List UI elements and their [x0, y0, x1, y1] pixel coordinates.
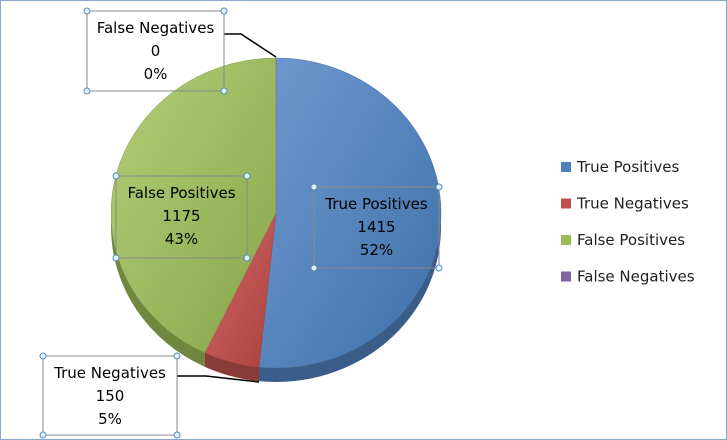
- resize-handle[interactable]: [220, 7, 228, 15]
- resize-handle[interactable]: [39, 352, 47, 360]
- pie-depth-false-positives: [110, 213, 205, 367]
- label-category-name: True Negatives: [53, 364, 166, 382]
- legend-label: False Negatives: [577, 268, 695, 286]
- pie-depth-true-negatives: [204, 352, 260, 382]
- leader-line-false-negatives: [224, 33, 277, 58]
- resize-handle[interactable]: [435, 264, 443, 272]
- label-value: 150: [96, 387, 125, 405]
- resize-handle[interactable]: [83, 7, 91, 15]
- legend-entry-false-positives[interactable]: False Positives: [561, 231, 685, 249]
- label-percent: 43%: [165, 230, 198, 248]
- legend-entry-true-negatives[interactable]: True Negatives: [561, 195, 689, 213]
- label-category-name: True Positives: [324, 195, 427, 213]
- label-selection-box: [115, 175, 248, 259]
- data-label-true-negatives[interactable]: True Negatives 150 5%: [39, 352, 181, 439]
- legend-entry-true-positives[interactable]: True Positives: [561, 158, 679, 176]
- legend-label: True Positives: [576, 158, 679, 176]
- resize-handle[interactable]: [112, 172, 120, 180]
- legend-swatch: [561, 198, 571, 209]
- leader-lines: [177, 33, 277, 383]
- legend-swatch: [561, 271, 571, 282]
- label-value: 1175: [162, 207, 200, 225]
- resize-handle[interactable]: [220, 87, 228, 95]
- label-selection-box: [86, 10, 225, 92]
- resize-handle[interactable]: [39, 431, 47, 439]
- data-labels: True Positives 1415 52% True Negatives 150 5%…: [39, 7, 443, 439]
- label-category-name: False Negatives: [97, 19, 215, 37]
- label-value: 0: [151, 42, 161, 60]
- resize-handle[interactable]: [173, 352, 181, 360]
- label-percent: 0%: [144, 65, 168, 83]
- label-percent: 52%: [360, 241, 393, 259]
- legend-label: False Positives: [577, 231, 685, 249]
- resize-handle[interactable]: [310, 264, 318, 272]
- pie-depth: [110, 213, 441, 382]
- resize-handle[interactable]: [173, 431, 181, 439]
- legend[interactable]: True Positives True Negatives False Positi…: [561, 158, 695, 286]
- pie-slice-true-positives[interactable]: [258, 57, 442, 369]
- label-percent: 5%: [98, 410, 122, 428]
- pie-slices: [110, 57, 442, 369]
- data-label-true-positives[interactable]: True Positives 1415 52%: [310, 183, 443, 272]
- resize-handle[interactable]: [243, 172, 251, 180]
- legend-entry-false-negatives[interactable]: False Negatives: [561, 268, 695, 286]
- label-selection-box: [42, 355, 178, 436]
- data-label-false-positives[interactable]: False Positives 1175 43%: [112, 172, 251, 262]
- legend-swatch: [561, 162, 571, 172]
- label-category-name: False Positives: [127, 184, 235, 202]
- resize-handle[interactable]: [310, 183, 318, 191]
- resize-handle[interactable]: [435, 183, 443, 191]
- resize-handle[interactable]: [83, 87, 91, 95]
- data-label-false-negatives[interactable]: False Negatives 0 0%: [83, 7, 228, 95]
- resize-handle[interactable]: [243, 254, 251, 262]
- legend-label: True Negatives: [576, 195, 689, 213]
- label-selection-box: [313, 186, 440, 269]
- legend-swatch: [561, 235, 571, 245]
- leader-line-true-negatives: [177, 375, 260, 383]
- label-value: 1415: [357, 218, 395, 236]
- resize-handle[interactable]: [112, 254, 120, 262]
